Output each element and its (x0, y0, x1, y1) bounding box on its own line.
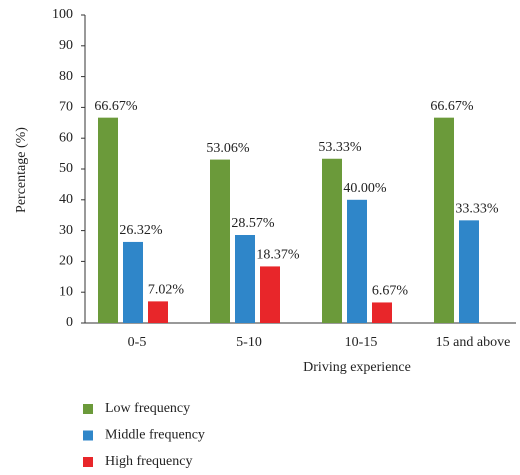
legend-label: Middle frequency (105, 428, 205, 443)
value-label: 6.67% (372, 284, 409, 299)
value-label: 40.00% (343, 181, 387, 196)
bar (372, 302, 392, 323)
y-tick-label: 80 (59, 69, 73, 84)
bar (210, 159, 230, 323)
legend-label: Low frequency (105, 401, 190, 416)
y-tick-label: 70 (59, 100, 73, 115)
value-label: 66.67% (430, 99, 474, 114)
x-tick-label: 0-5 (128, 335, 147, 350)
y-tick-label: 100 (52, 7, 73, 22)
value-label: 28.57% (231, 216, 275, 231)
legend-swatch (83, 430, 93, 441)
x-tick-label: 15 and above (436, 335, 511, 350)
y-tick-label: 60 (59, 130, 73, 145)
bar (347, 199, 367, 323)
legend-swatch (83, 457, 93, 467)
bar (98, 117, 118, 323)
bar (459, 220, 479, 323)
value-label: 18.37% (256, 248, 300, 263)
x-tick-label: 5-10 (236, 335, 262, 350)
bar (148, 301, 168, 323)
value-label: 66.67% (94, 99, 138, 114)
y-tick-label: 30 (59, 223, 73, 238)
y-tick-label: 20 (59, 254, 73, 269)
y-tick-label: 50 (59, 161, 73, 176)
x-tick-label: 10-15 (345, 335, 378, 350)
legend-label: High frequency (105, 454, 192, 469)
bar (235, 235, 255, 323)
value-label: 53.06% (206, 141, 250, 156)
value-label: 7.02% (148, 283, 185, 298)
bar (123, 241, 143, 323)
legend-swatch (83, 404, 93, 414)
y-tick-label: 10 (59, 284, 73, 299)
bar (322, 158, 342, 323)
y-tick-label: 0 (66, 315, 73, 330)
y-tick-label: 40 (59, 192, 73, 207)
y-tick-label: 90 (59, 38, 73, 53)
x-axis-title: Driving experience (303, 360, 411, 375)
value-label: 33.33% (455, 202, 499, 217)
bar (434, 117, 454, 323)
value-label: 26.32% (119, 223, 163, 238)
y-axis-title: Percentage (%) (14, 127, 29, 213)
value-label: 53.33% (318, 140, 362, 155)
bar (260, 266, 280, 323)
